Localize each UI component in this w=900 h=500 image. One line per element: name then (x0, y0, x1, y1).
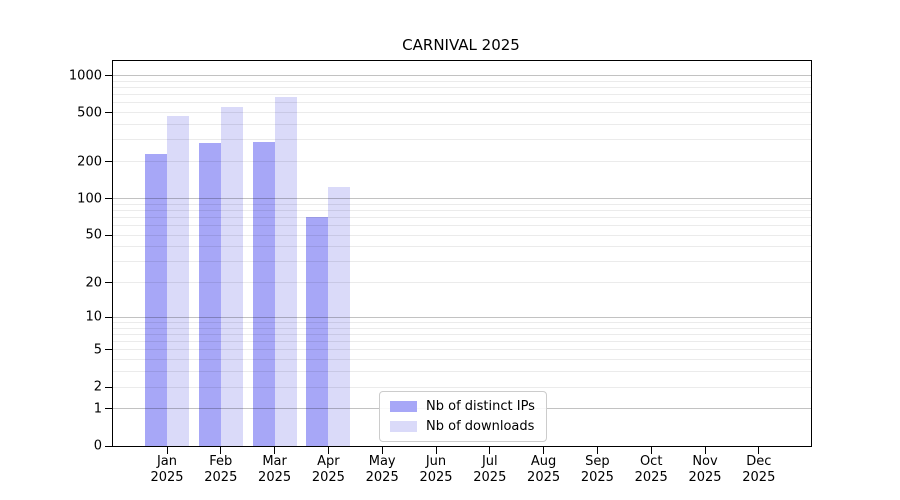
bar (220, 107, 243, 446)
gridline-minor (113, 80, 811, 82)
x-tick-mark (274, 447, 276, 454)
x-tick-mark (596, 447, 598, 454)
legend: Nb of distinct IPs Nb of downloads (379, 391, 547, 442)
x-tick-mark (381, 447, 383, 454)
x-tick-mark (704, 447, 706, 454)
bar (252, 141, 275, 446)
legend-label-downloads: Nb of downloads (426, 419, 535, 434)
y-tick-label: 200 (77, 154, 102, 170)
y-tick-label: 1 (93, 401, 102, 417)
y-tick-mark (105, 161, 112, 163)
y-tick-label: 20 (85, 275, 102, 291)
y-tick-label: 5 (93, 342, 102, 358)
y-tick-label: 2 (93, 379, 102, 395)
x-tick-label: Jan 2025 (150, 454, 184, 485)
gridline-minor (113, 102, 811, 104)
x-tick-label: Mar 2025 (258, 454, 292, 485)
gridline-minor (113, 86, 811, 88)
y-tick-mark (105, 282, 112, 284)
x-tick-label: Oct 2025 (634, 454, 668, 485)
y-tick-label: 1000 (68, 68, 102, 83)
x-tick-mark (758, 447, 760, 454)
x-tick-label: Dec 2025 (742, 454, 776, 485)
gridline-minor (113, 139, 811, 141)
y-tick-mark (105, 445, 112, 447)
x-tick-label: May 2025 (365, 454, 399, 485)
y-tick-label: 100 (77, 191, 102, 206)
y-tick-mark (105, 386, 112, 388)
legend-label-distinct-ips: Nb of distinct IPs (426, 399, 535, 414)
x-tick-mark (650, 447, 652, 454)
y-tick-label: 500 (77, 105, 102, 121)
gridline-minor (113, 94, 811, 96)
gridline-minor (113, 112, 811, 114)
y-tick-label: 50 (85, 227, 102, 243)
legend-entry-distinct-ips: Nb of distinct IPs (390, 398, 535, 415)
legend-entry-downloads: Nb of downloads (390, 418, 535, 435)
y-tick-mark (105, 112, 112, 114)
legend-swatch-downloads (390, 421, 417, 432)
x-tick-label: Nov 2025 (688, 454, 722, 485)
y-tick-label: 10 (85, 309, 102, 325)
x-tick-label: Sep 2025 (580, 454, 614, 485)
bar (145, 154, 167, 446)
bar (274, 97, 297, 446)
legend-swatch-distinct-ips (390, 401, 417, 412)
y-tick-label: 0 (93, 438, 102, 454)
y-tick-mark (105, 316, 112, 318)
x-tick-mark (166, 447, 168, 454)
y-tick-mark (105, 408, 112, 410)
x-tick-mark (543, 447, 545, 454)
gridline-major (113, 75, 811, 76)
y-tick-mark (105, 198, 112, 199)
bar (328, 186, 351, 446)
x-tick-mark (489, 447, 491, 454)
bar (198, 142, 221, 446)
x-tick-label: Aug 2025 (527, 454, 561, 485)
x-tick-label: Feb 2025 (204, 454, 238, 485)
chart-title: CARNIVAL 2025 (402, 36, 520, 54)
x-tick-mark (327, 447, 329, 454)
y-tick-mark (105, 75, 112, 76)
x-tick-label: Apr 2025 (311, 454, 345, 485)
y-tick-mark (105, 234, 112, 236)
y-tick-mark (105, 349, 112, 351)
x-tick-label: Jul 2025 (473, 454, 507, 485)
bar (167, 115, 189, 446)
x-tick-mark (220, 447, 222, 454)
plot-area: Nb of distinct IPs Nb of downloads 0 1 2 5 1… (69, 60, 812, 485)
x-tick-label: Jun 2025 (419, 454, 453, 485)
gridline-minor (113, 124, 811, 126)
x-tick-mark (435, 447, 437, 454)
bar (306, 217, 329, 446)
